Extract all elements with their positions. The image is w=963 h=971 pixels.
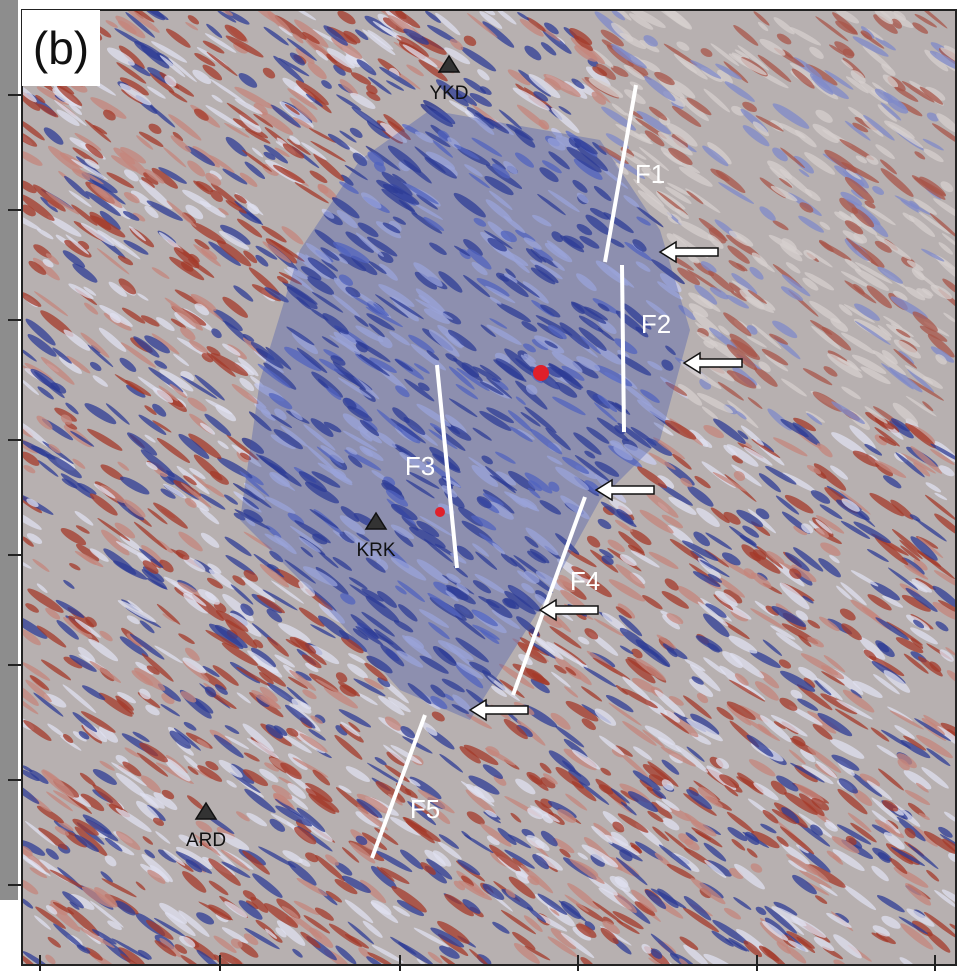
terrain [2, 0, 963, 971]
map: F1 F2 F3 F4 F5 YKD KRK ARD (b) [0, 0, 963, 971]
station-label: KRK [356, 540, 395, 561]
station-label: ARD [186, 830, 226, 851]
epicenter [435, 507, 445, 517]
epicenter [533, 365, 549, 381]
fault-label: F1 [635, 159, 665, 189]
panel-label: (b) [33, 22, 89, 74]
fault-label: F2 [641, 309, 671, 339]
fault-label: F3 [405, 451, 435, 481]
fault-label: F4 [570, 566, 600, 596]
station-label: YKD [429, 83, 468, 104]
fault-line [622, 265, 624, 432]
fault-label: F5 [410, 794, 440, 824]
edge-strip [0, 0, 18, 900]
